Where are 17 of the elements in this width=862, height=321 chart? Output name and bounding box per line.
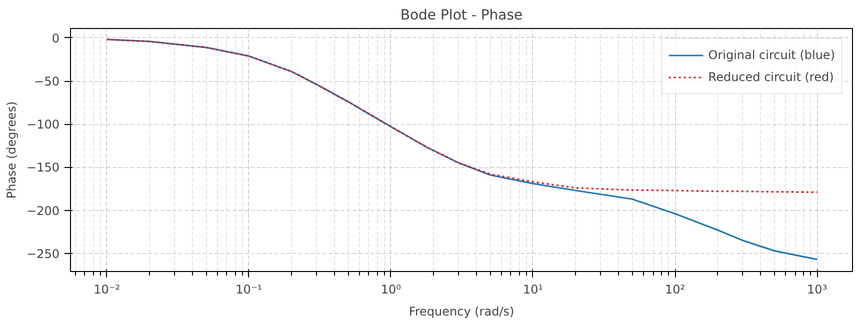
y-tick-label: −150 — [26, 160, 60, 175]
chart-title: Bode Plot - Phase — [400, 8, 523, 24]
y-tick-label: 0 — [52, 31, 60, 46]
x-tick-label: 10⁻² — [94, 282, 120, 296]
x-tick-label: 10³ — [807, 282, 828, 296]
y-tick-label: −50 — [34, 74, 60, 89]
legend-label: Reduced circuit (red) — [708, 70, 834, 84]
x-tick-label: 10⁰ — [380, 282, 402, 296]
x-tick-label: 10¹ — [522, 282, 544, 296]
y-tick-label: −250 — [26, 246, 60, 261]
y-tick-label: −200 — [26, 204, 60, 218]
x-tick-label: 10⁻¹ — [236, 282, 262, 296]
x-tick-label: 10² — [665, 282, 686, 296]
x-axis-title: Frequency (rad/s) — [408, 304, 514, 318]
y-axis-title: Phase (degrees) — [4, 101, 19, 199]
legend-label: Original circuit (blue) — [708, 48, 835, 62]
y-tick-label: −100 — [26, 118, 60, 132]
